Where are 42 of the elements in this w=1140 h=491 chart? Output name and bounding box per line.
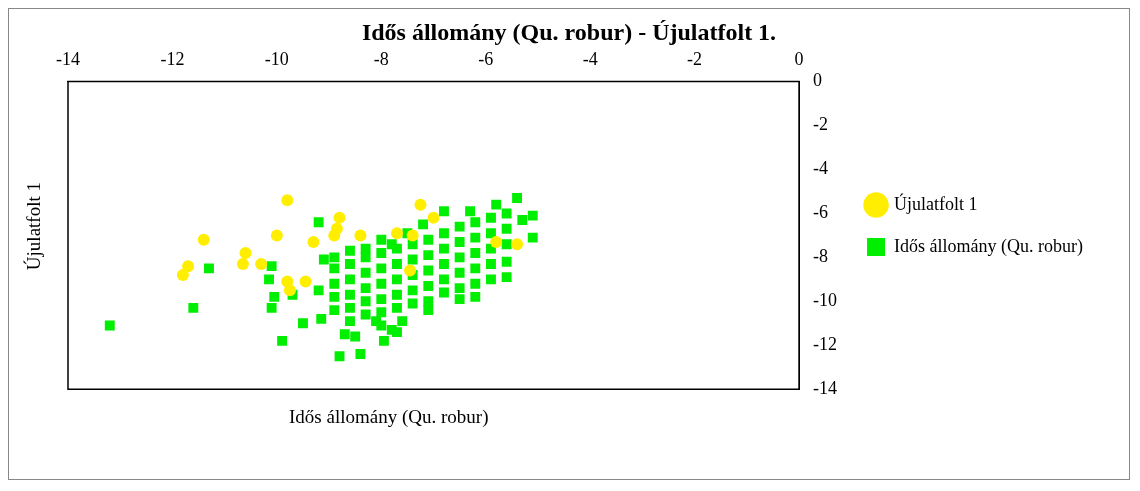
point xyxy=(406,229,419,242)
point xyxy=(404,264,417,277)
point xyxy=(490,235,503,248)
point xyxy=(333,211,346,224)
point xyxy=(176,268,189,281)
legend-label: Idős állomány (Qu. robur) xyxy=(894,235,1084,257)
y-tick-label: -10 xyxy=(813,290,838,311)
x-tick-label: -4 xyxy=(582,48,598,69)
point xyxy=(182,260,195,273)
y-tick-label: -12 xyxy=(813,333,838,354)
point xyxy=(281,194,294,207)
y-tick-label: -6 xyxy=(813,202,829,223)
x-tick-label: -14 xyxy=(56,48,80,69)
y-tick-label: -2 xyxy=(813,114,829,135)
x-tick-label: -2 xyxy=(687,48,703,69)
point xyxy=(283,284,296,297)
legend-label: Újulatfolt 1 xyxy=(894,192,978,214)
point xyxy=(328,229,341,242)
point xyxy=(299,275,312,288)
x-tick-label: 0 xyxy=(794,48,804,69)
x-tick-label: -6 xyxy=(478,48,494,69)
x-axis-title: Idős állomány (Qu. robur) xyxy=(289,406,490,428)
point xyxy=(239,246,252,259)
point xyxy=(427,211,440,224)
x-tick-label: -10 xyxy=(264,48,289,69)
point xyxy=(414,198,427,211)
point xyxy=(390,227,403,240)
point xyxy=(270,229,283,242)
y-axis-title: Újulatfolt 1 xyxy=(23,181,45,271)
point xyxy=(236,257,249,270)
y-tick-label: -8 xyxy=(813,246,829,267)
chart-title: Idős állomány (Qu. robur) - Újulatfolt 1. xyxy=(360,18,778,46)
point xyxy=(197,233,210,246)
x-tick-label: -8 xyxy=(373,48,389,69)
x-tick-label: -12 xyxy=(160,48,185,69)
point xyxy=(511,238,524,251)
y-tick-label: -4 xyxy=(813,158,829,179)
point xyxy=(307,235,320,248)
point xyxy=(255,257,268,270)
y-tick-label: 0 xyxy=(813,70,823,91)
point xyxy=(354,229,367,242)
y-tick-label: -14 xyxy=(813,377,838,398)
